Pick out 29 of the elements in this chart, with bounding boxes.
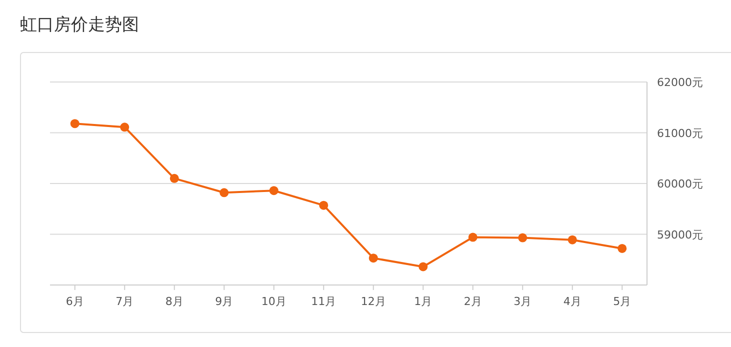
point	[418, 262, 428, 272]
point	[319, 200, 328, 210]
y-tick-label: 61000元	[657, 126, 703, 140]
y-tick-label: 62000元	[657, 76, 703, 89]
point	[368, 254, 378, 263]
point	[518, 233, 528, 242]
x-tick-label: 8月	[165, 295, 184, 308]
point	[220, 188, 229, 198]
y-tick-label: 60000元	[657, 178, 703, 190]
x-tick-label: 3月	[514, 295, 532, 308]
x-tick-label: 1月	[414, 295, 432, 308]
point	[120, 122, 130, 132]
point	[618, 244, 627, 253]
point	[468, 232, 478, 242]
point	[269, 186, 278, 196]
x-tick-label: 9月	[215, 295, 234, 308]
x-tick-label: 5月	[613, 295, 632, 308]
x-tick-label: 10月	[261, 295, 286, 308]
y-tick-label: 59000元	[657, 228, 703, 242]
point	[70, 119, 80, 128]
chart-title: 虹口房价走势图	[20, 15, 139, 35]
point	[170, 174, 179, 183]
x-tick-label: 11月	[311, 295, 336, 308]
x-tick-label: 2月	[464, 295, 482, 308]
x-tick-label: 7月	[116, 295, 134, 308]
point	[568, 235, 577, 244]
x-tick-label: 6月	[66, 295, 84, 308]
x-tick-label: 12月	[360, 295, 386, 308]
x-tick-label: 4月	[563, 295, 582, 308]
